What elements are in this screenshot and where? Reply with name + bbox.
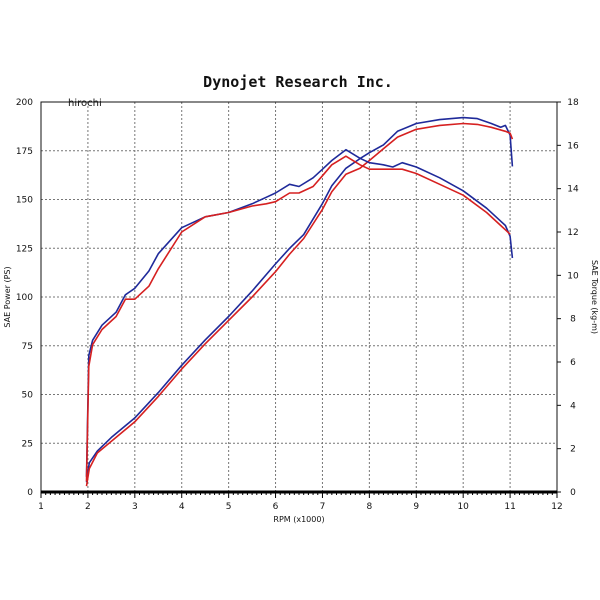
y2-tick-label: 8 — [570, 315, 576, 325]
x-axis-label: RPM (x1000) — [273, 515, 324, 524]
y-tick-label: 100 — [16, 293, 33, 303]
grid — [41, 102, 557, 492]
y2-tick-label: 6 — [570, 358, 576, 368]
y2-tick-label: 4 — [570, 401, 576, 411]
y-tick-label: 200 — [16, 98, 33, 108]
x-tick-label: 1 — [38, 502, 44, 512]
y-tick-label: 50 — [22, 391, 34, 401]
y-tick-label: 0 — [27, 488, 33, 498]
x-tick-label: 7 — [320, 502, 326, 512]
y2-tick-label: 16 — [567, 141, 579, 151]
series-layer — [85, 116, 514, 487]
y2-tick-label: 18 — [567, 98, 579, 108]
x-tick-label: 10 — [457, 502, 469, 512]
torque-line-2 — [85, 148, 514, 477]
x-tick-label: 5 — [226, 502, 232, 512]
ticks-layer: 1 2 3 4 5 6 7 8 9 10 11 120255075100125150175200024… — [16, 98, 579, 512]
x-tick-label: 11 — [504, 502, 515, 512]
x-tick-label: 3 — [132, 502, 138, 512]
x-tick-label: 9 — [413, 502, 419, 512]
power-line-1 — [85, 122, 514, 487]
y-axis-label: SAE Power (PS) — [3, 266, 12, 327]
y2-axis-label: SAE Torque (kg-m) — [590, 260, 599, 334]
y-tick-label: 25 — [22, 439, 33, 449]
x-tick-label: 2 — [85, 502, 91, 512]
y-tick-label: 125 — [16, 244, 33, 254]
y2-tick-label: 10 — [567, 271, 579, 281]
x-tick-label: 12 — [551, 502, 562, 512]
power-line-0 — [85, 116, 514, 483]
chart-title: Dynojet Research Inc. — [203, 73, 393, 91]
y2-tick-label: 14 — [567, 185, 579, 195]
y2-tick-label: 12 — [567, 228, 578, 238]
x-tick-label: 4 — [179, 502, 185, 512]
x-tick-label: 8 — [366, 502, 372, 512]
y2-tick-label: 0 — [570, 488, 576, 498]
chart-annotation: hirochi — [68, 98, 102, 109]
y-tick-label: 75 — [22, 342, 33, 352]
y-tick-label: 175 — [16, 147, 33, 157]
torque-line-3 — [85, 155, 511, 482]
y2-tick-label: 2 — [570, 445, 576, 455]
y-tick-label: 150 — [16, 196, 33, 206]
x-tick-label: 6 — [273, 502, 279, 512]
